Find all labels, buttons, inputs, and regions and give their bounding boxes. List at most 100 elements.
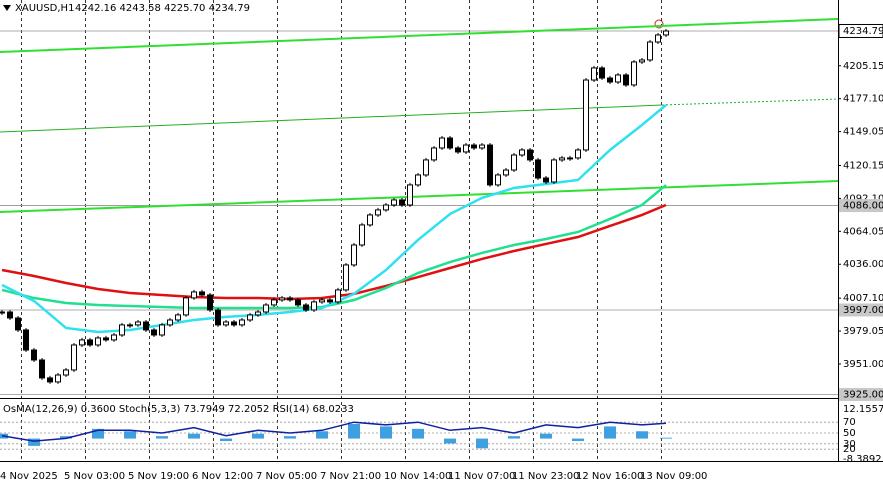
candle — [39, 359, 45, 379]
candle — [239, 319, 245, 326]
candle — [311, 301, 317, 311]
price-label: 4086.00 — [843, 201, 883, 212]
candle — [407, 184, 413, 206]
y-tick-label: 4092.10 — [843, 193, 883, 204]
candle — [247, 314, 253, 321]
candle — [0, 311, 5, 314]
candle — [127, 324, 133, 327]
rsi-line — [1, 421, 667, 442]
trend-line — [0, 18, 839, 53]
osma-bar — [124, 431, 136, 439]
level-label: 50 — [843, 428, 856, 439]
level-label: 30 — [843, 439, 856, 450]
osma-bar — [60, 436, 72, 439]
osma-tick-label: -8.3892 — [843, 454, 882, 465]
candle — [175, 314, 181, 321]
candle — [23, 329, 29, 351]
candle — [511, 154, 517, 171]
trend-line — [0, 180, 839, 214]
candle — [15, 317, 21, 331]
y-tick-label: 4064.05 — [843, 226, 883, 237]
candle — [359, 224, 365, 246]
x-tick-label: 7 Nov 21:00 — [320, 471, 381, 482]
candle — [135, 321, 141, 326]
candle — [279, 297, 285, 301]
candle — [543, 177, 549, 183]
candle — [71, 344, 77, 371]
candle — [231, 321, 237, 326]
x-tick-label: 13 Nov 09:00 — [640, 471, 707, 482]
candle — [639, 59, 645, 63]
candle — [79, 339, 85, 346]
candle — [423, 159, 429, 176]
osma-bar — [316, 431, 328, 439]
osma-bar — [476, 438, 488, 449]
candle — [255, 311, 261, 316]
candle — [143, 321, 149, 331]
candle — [663, 30, 669, 36]
osma-bar — [188, 433, 200, 439]
candle — [343, 264, 349, 291]
candle — [151, 329, 157, 336]
candle — [439, 137, 445, 149]
candle — [215, 309, 221, 326]
y-tick-label: 4177.10 — [843, 94, 883, 105]
osma-bar — [636, 431, 648, 439]
candle — [271, 299, 277, 306]
candle — [431, 147, 437, 161]
candle — [303, 304, 309, 311]
candle — [167, 319, 173, 326]
candle — [223, 321, 229, 326]
candle — [335, 289, 341, 303]
x-tick-label: 7 Nov 05:00 — [256, 471, 317, 482]
x-tick-label: 10 Nov 14:00 — [384, 471, 451, 482]
candle — [103, 337, 109, 341]
candle — [471, 144, 477, 149]
ohlc: 4242.16 4243.58 4225.70 4234.79 — [75, 3, 250, 14]
y-tick-label: 4036.00 — [843, 259, 883, 270]
x-tick-label: 11 Nov 07:00 — [448, 471, 515, 482]
candle — [87, 339, 93, 346]
y-tick-label: 4120.15 — [843, 161, 883, 172]
candle — [183, 297, 189, 316]
candle — [535, 159, 541, 179]
candle — [567, 157, 573, 160]
candle — [655, 34, 661, 43]
osma-tick-label: 12.1557 — [843, 404, 883, 415]
osma-bar — [444, 438, 456, 444]
price-label: 4234.79 — [843, 26, 883, 37]
candle — [319, 299, 325, 303]
indicator-title: OsMA(12,26,9) 0.3600 Stoch(5,3,3) 73.794… — [3, 404, 354, 415]
price-label: 3997.00 — [843, 305, 883, 316]
candle — [607, 77, 613, 83]
osma-bar — [412, 428, 424, 439]
candle — [191, 291, 197, 299]
candle — [95, 337, 101, 346]
candle — [159, 324, 165, 336]
price-label-box — [839, 387, 883, 401]
alert-marker — [654, 19, 664, 29]
symbol: XAUUSD,H1 — [15, 3, 74, 14]
trend-line — [661, 98, 839, 106]
candle — [503, 169, 509, 176]
candle — [591, 67, 597, 81]
y-tick-label: 4205.15 — [843, 61, 883, 72]
price-label-box — [839, 199, 883, 213]
osma-bar — [252, 433, 264, 439]
candle — [615, 74, 621, 83]
y-tick-label: 4149.05 — [843, 127, 883, 138]
candle — [111, 334, 117, 341]
price-label-box — [839, 303, 883, 317]
candle — [327, 299, 333, 303]
level-label: 70 — [843, 417, 856, 428]
trend-line — [0, 104, 663, 133]
candle — [351, 244, 357, 266]
candle — [31, 349, 37, 361]
osma-bar — [540, 433, 552, 439]
candle — [559, 157, 565, 161]
candle — [375, 209, 381, 216]
candle — [599, 67, 605, 79]
candle — [383, 204, 389, 211]
candle — [519, 149, 525, 156]
